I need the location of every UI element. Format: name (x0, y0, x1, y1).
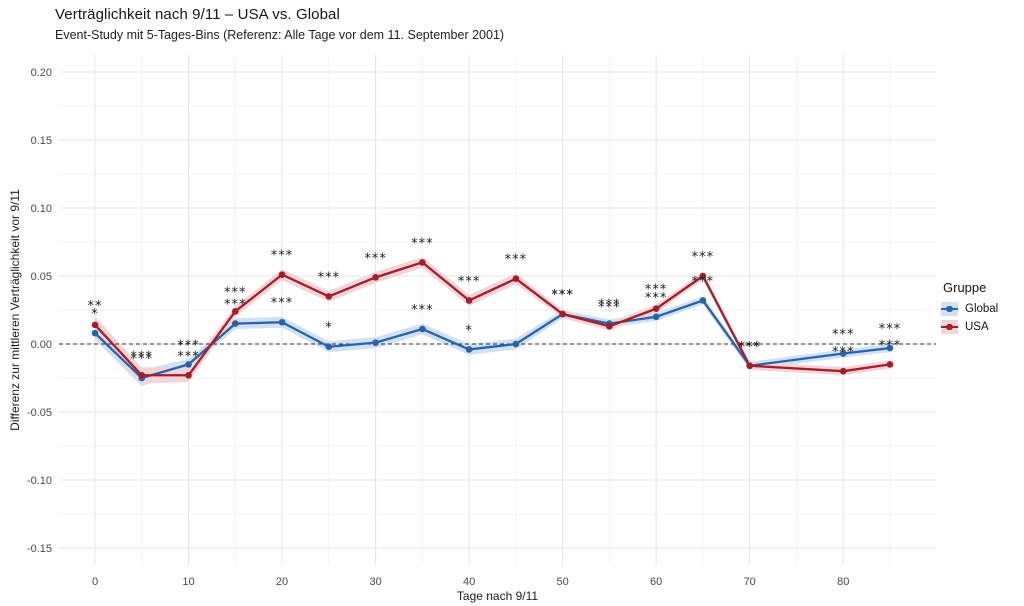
svg-text:***: *** (879, 338, 902, 353)
svg-text:***: *** (458, 274, 481, 289)
svg-text:***: *** (505, 253, 528, 268)
key-dot (946, 305, 953, 313)
x-axis-title: Tage nach 9/11 (456, 589, 539, 603)
svg-text:***: *** (645, 283, 668, 298)
svg-text:***: *** (738, 340, 761, 355)
svg-text:***: *** (177, 349, 200, 364)
svg-text:0.05: 0.05 (31, 271, 52, 283)
svg-text:30: 30 (369, 576, 381, 588)
svg-text:-0.10: -0.10 (27, 475, 52, 487)
legend-item-global: Global (941, 302, 998, 316)
svg-text:60: 60 (650, 576, 662, 588)
svg-text:0.10: 0.10 (31, 203, 52, 215)
svg-text:***: *** (598, 300, 621, 315)
svg-text:80: 80 (837, 576, 849, 588)
svg-text:**: ** (88, 299, 103, 314)
svg-text:***: *** (224, 298, 247, 313)
svg-text:0: 0 (92, 576, 98, 588)
svg-text:***: *** (131, 349, 154, 364)
svg-text:***: *** (551, 288, 574, 303)
svg-text:0.15: 0.15 (31, 135, 52, 147)
svg-text:10: 10 (182, 576, 194, 588)
svg-text:***: *** (832, 328, 855, 343)
svg-text:***: *** (271, 296, 294, 311)
svg-text:50: 50 (557, 576, 569, 588)
svg-text:***: *** (692, 250, 715, 265)
legend-item-usa: USA (941, 320, 998, 334)
svg-text:-0.15: -0.15 (27, 543, 52, 555)
svg-text:*: * (91, 307, 99, 322)
svg-text:0.20: 0.20 (31, 67, 52, 79)
legend-label-global: Global (965, 303, 999, 315)
svg-text:***: *** (411, 236, 434, 251)
svg-text:***: *** (177, 338, 200, 353)
svg-text:*: * (325, 321, 333, 336)
svg-text:***: *** (224, 285, 247, 300)
svg-text:***: *** (364, 251, 387, 266)
svg-text:0.00: 0.00 (31, 339, 52, 351)
svg-text:***: *** (411, 303, 434, 318)
global-series-key-icon (941, 302, 958, 316)
chart-subtitle: Event-Study mit 5-Tages-Bins (Referenz: … (55, 28, 505, 42)
svg-text:***: *** (318, 270, 341, 285)
legend-title: Gruppe (943, 280, 987, 295)
legend-label-usa: USA (965, 321, 989, 333)
y-axis-title: Differenz zur mittleren Verträglichkeit … (8, 189, 22, 431)
svg-text:***: *** (645, 291, 668, 306)
chart-title: Verträglichkeit nach 9/11 – USA vs. Glob… (55, 6, 340, 23)
svg-text:70: 70 (744, 576, 756, 588)
legend: Gruppe Global USA (941, 280, 998, 338)
svg-text:-0.05: -0.05 (27, 407, 52, 419)
svg-text:***: *** (598, 298, 621, 313)
svg-text:40: 40 (463, 576, 475, 588)
svg-text:***: *** (692, 274, 715, 289)
usa-series-key-icon (941, 320, 958, 334)
key-dot (946, 323, 953, 331)
svg-text:***: *** (131, 352, 154, 367)
svg-text:***: *** (271, 249, 294, 264)
svg-text:*: * (465, 323, 473, 338)
svg-text:20: 20 (276, 576, 288, 588)
svg-text:***: *** (738, 340, 761, 355)
svg-text:***: *** (832, 345, 855, 360)
svg-text:***: *** (551, 288, 574, 303)
svg-text:***: *** (879, 322, 902, 337)
